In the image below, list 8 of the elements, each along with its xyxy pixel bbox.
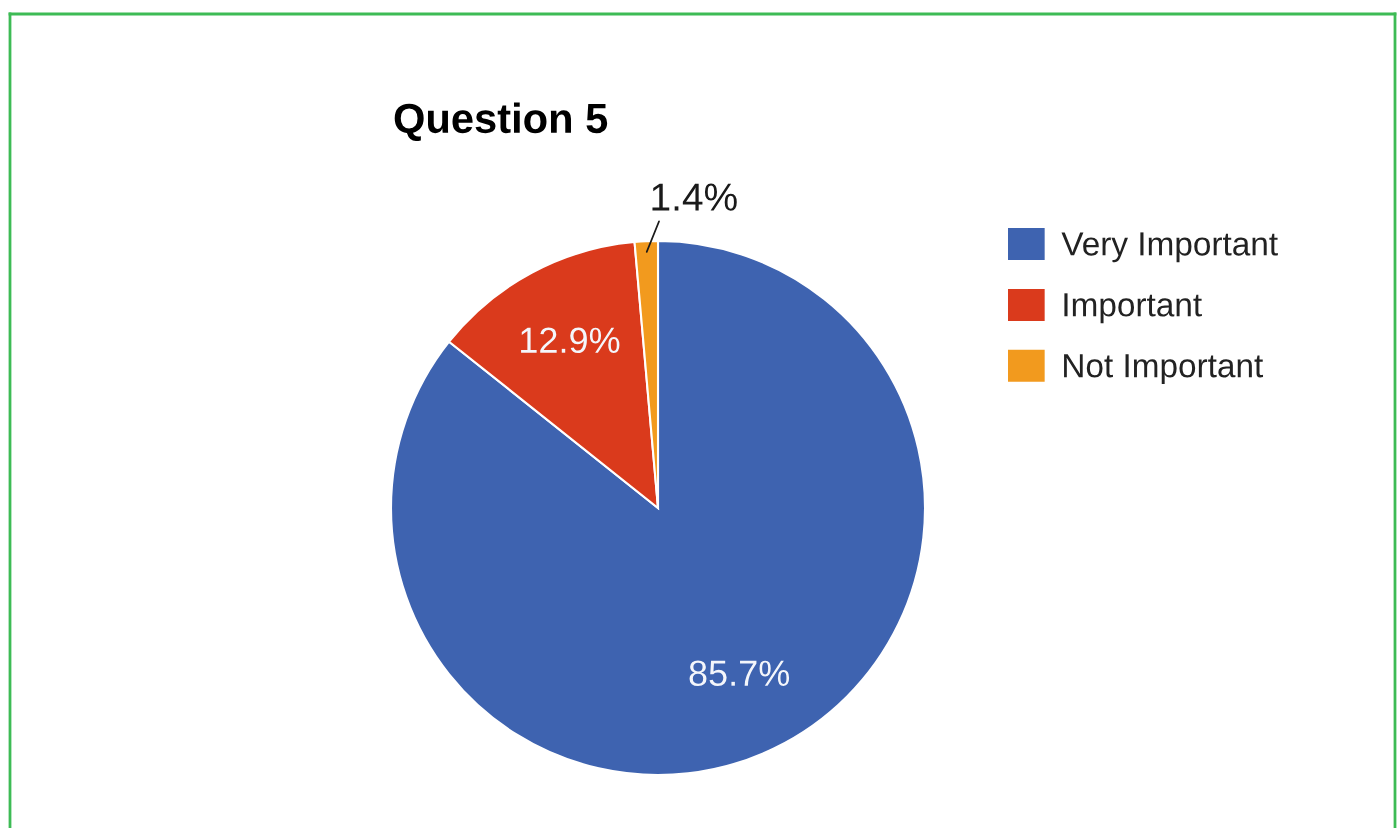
- data-label: 1.4%: [652, 183, 737, 211]
- legend-label: Very Important: [1061, 232, 1278, 263]
- chart-title: Question 5: [394, 102, 608, 141]
- pie-slice: [389, 239, 927, 777]
- legend-label: Not Important: [1064, 354, 1264, 385]
- data-label: 85.7%: [689, 660, 790, 687]
- data-label: 12.9%: [521, 327, 620, 354]
- legend-label: Important: [1064, 293, 1202, 324]
